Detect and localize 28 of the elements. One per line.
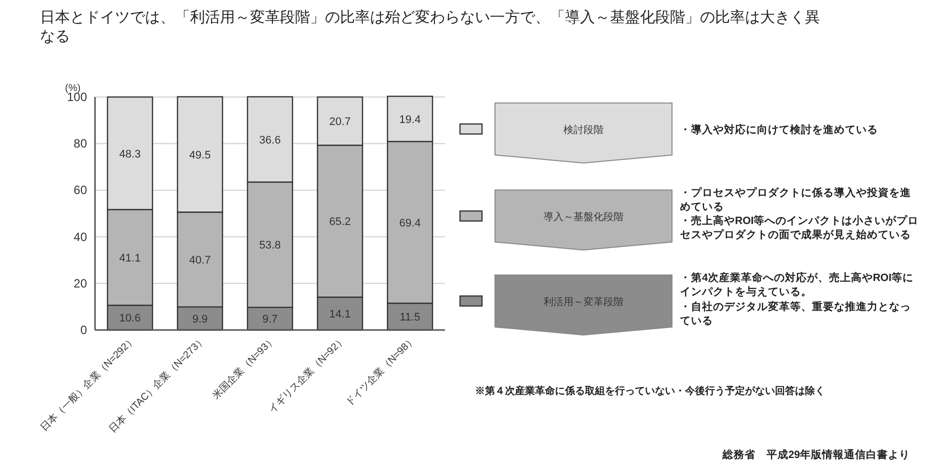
- data-label: 11.5: [400, 312, 420, 324]
- data-label: 49.5: [189, 149, 211, 162]
- data-label: 48.3: [119, 148, 141, 160]
- data-label: 53.8: [259, 240, 281, 252]
- y-tick-label: 20: [74, 276, 88, 290]
- text: ・自社のデジタル変革等、重要な推進力となっている: [680, 300, 912, 328]
- data-label: 10.6: [119, 312, 141, 325]
- data-label: 9.7: [262, 314, 278, 326]
- data-label: 40.7: [189, 254, 211, 267]
- data-label: 9.9: [192, 313, 208, 326]
- data-label: 36.6: [259, 134, 281, 146]
- data-label: 20.7: [329, 116, 351, 128]
- data-label: 41.1: [119, 252, 141, 264]
- text: ※第４次産業革命に係る取組を行っていない・今後行う予定がない回答は除く: [475, 384, 826, 398]
- text: ・第4次産業革命への対応が、売上高やROI等にインパクトを与えている。: [680, 271, 915, 299]
- chart-title: 日本とドイツでは、「利活用～変革段階」の比率は殆ど変わらない一方で、「導入～基盤化段階」の比率は大きく異なる: [40, 8, 820, 46]
- y-tick-label: 80: [74, 136, 88, 151]
- data-label: 19.4: [399, 114, 421, 126]
- text: ・売上高やROI等へのインパクトは小さいがプロセスやプロダクトの面で成果が見え始めている: [680, 214, 920, 242]
- y-tick-label: 60: [74, 183, 88, 198]
- text: ・導入や対応に向けて検討を進めている: [680, 123, 879, 137]
- data-label: 69.4: [399, 217, 421, 230]
- y-tick-label: 40: [74, 230, 88, 244]
- y-tick-label: 0: [80, 323, 88, 337]
- data-label: 65.2: [329, 216, 351, 228]
- data-label: 14.1: [329, 308, 351, 321]
- text: 総務省 平成29年版情報通信白書より: [722, 448, 910, 462]
- text: ・プロセスやプロダクトに係る導入や投資を進めている: [680, 186, 912, 214]
